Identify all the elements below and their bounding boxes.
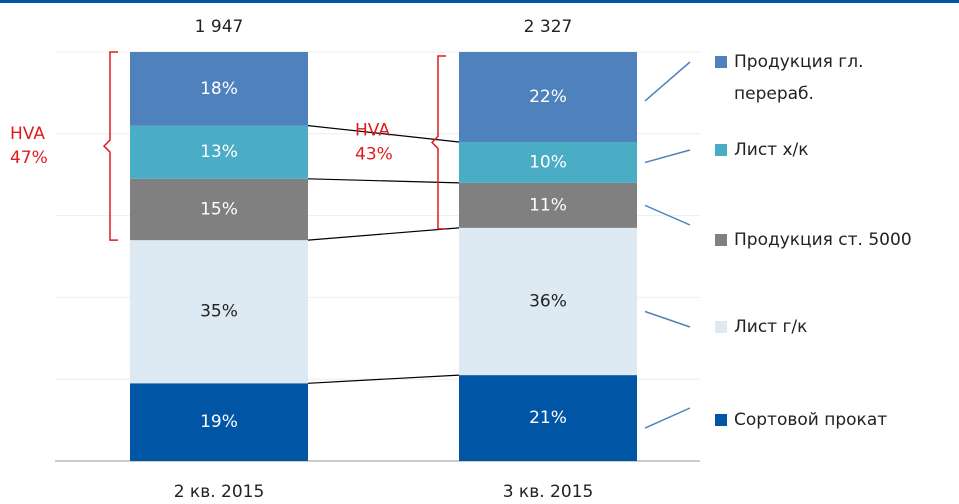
connector (307, 374, 460, 384)
bar-segment (459, 227, 637, 376)
data-label: 10% (529, 152, 567, 172)
data-label: 11% (529, 195, 567, 215)
legend-label: Лист х/к (734, 140, 809, 160)
x-tick-label: 2 кв. 2015 (174, 482, 265, 500)
top-rule (0, 0, 959, 3)
legend-label: Продукция гл. перераб. (734, 52, 864, 104)
leader-line (644, 61, 691, 102)
data-label: 19% (200, 412, 238, 432)
data-label: 36% (529, 291, 567, 311)
bar-segment (459, 52, 637, 142)
legend-swatch (715, 321, 727, 333)
annotation: HVA (10, 124, 45, 144)
bar-segment (459, 182, 637, 228)
data-label: 15% (200, 199, 238, 219)
bar-segment (459, 141, 637, 183)
data-label: 35% (200, 302, 238, 322)
bar-segment (130, 52, 308, 126)
total-label: 1 947 (195, 17, 244, 37)
data-label: 21% (529, 408, 567, 428)
connector (307, 125, 460, 143)
legend-swatch (715, 144, 727, 156)
leader-line (644, 149, 691, 164)
legend-label: Сортовой прокат (734, 410, 887, 430)
leader-line (644, 204, 691, 226)
leader-line (644, 407, 691, 429)
legend-swatch (715, 414, 727, 426)
data-label: 18% (200, 79, 238, 99)
legend-swatch (715, 56, 727, 68)
x-tick-label: 3 кв. 2015 (503, 482, 594, 500)
legend-label: Продукция ст. 5000 (734, 230, 912, 250)
bracket (102, 51, 118, 241)
total-label: 2 327 (524, 17, 573, 37)
data-label: 22% (529, 87, 567, 107)
annotation: 43% (355, 144, 393, 164)
leader-line (644, 310, 691, 328)
bar-segment (130, 178, 308, 241)
legend-swatch (715, 234, 727, 246)
annotation: 47% (10, 148, 48, 168)
bar-segment (130, 383, 308, 461)
bar-segment (459, 375, 637, 461)
connector (307, 178, 460, 184)
bar-segment (130, 125, 308, 179)
annotation: HVA (355, 120, 390, 140)
legend-label: Лист г/к (734, 317, 807, 337)
connector (307, 227, 460, 241)
bar-segment (130, 240, 308, 384)
bracket (430, 55, 446, 230)
data-label: 13% (200, 142, 238, 162)
